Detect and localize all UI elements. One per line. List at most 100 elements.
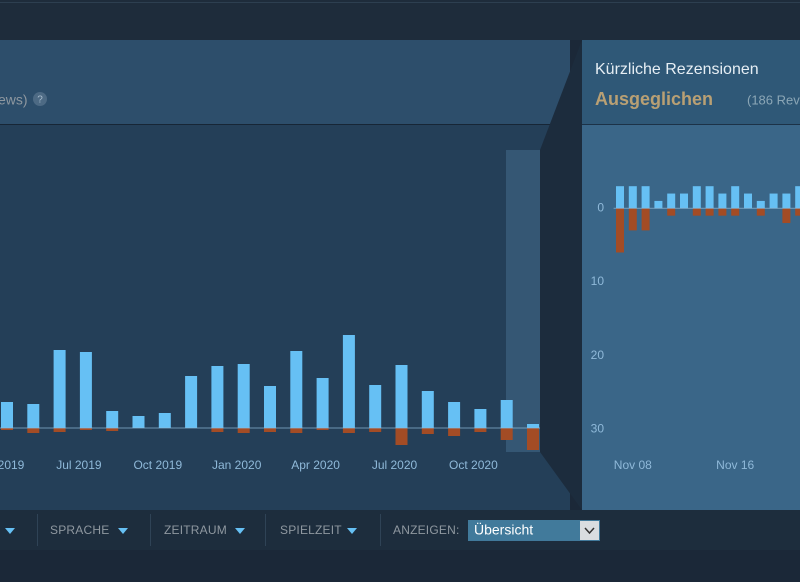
- help-icon-glyph: ?: [37, 95, 43, 106]
- bar: [106, 411, 119, 428]
- bar: [616, 186, 624, 209]
- bar: [527, 424, 539, 428]
- top-strip: [0, 0, 800, 40]
- right-header: [582, 40, 800, 124]
- bar: [132, 416, 145, 428]
- x-tick-label: Jan 2020: [212, 458, 262, 472]
- left-subtitle: ews): [0, 92, 28, 108]
- footer: [0, 550, 800, 582]
- bar: [421, 391, 434, 428]
- bar: [628, 186, 637, 209]
- bar: [500, 428, 513, 440]
- bar: [237, 428, 250, 433]
- bar: [421, 428, 434, 434]
- bar: [237, 364, 250, 428]
- bar: [705, 186, 714, 209]
- filter-label[interactable]: ZEITRAUM: [164, 523, 227, 537]
- bar: [1, 402, 13, 428]
- review-summary: Ausgeglichen: [595, 89, 713, 109]
- bar: [756, 200, 765, 209]
- bar: [474, 409, 487, 428]
- separator: [265, 514, 266, 546]
- bar: [667, 208, 676, 216]
- baseline: [0, 427, 547, 429]
- y-tick-label: 20: [591, 348, 605, 362]
- bar: [211, 428, 224, 432]
- bar: [616, 208, 624, 253]
- y-tick-label: 10: [591, 274, 605, 288]
- bar: [79, 352, 92, 428]
- bar: [53, 428, 66, 432]
- left-plot: [0, 125, 570, 510]
- bar: [185, 376, 198, 428]
- bar: [641, 208, 650, 231]
- bar: [158, 413, 171, 428]
- filter-bar: [0, 510, 800, 550]
- select-button[interactable]: [580, 521, 599, 540]
- x-tick-label: Apr 2019: [0, 458, 25, 472]
- x-tick-label: Nov 16: [716, 458, 754, 472]
- bar: [718, 193, 727, 209]
- x-tick-label: Jul 2019: [56, 458, 102, 472]
- select-chevron: [584, 527, 595, 535]
- bar: [1, 428, 13, 430]
- bar: [369, 428, 382, 432]
- bar: [795, 208, 800, 216]
- bar: [731, 208, 740, 216]
- bar: [744, 193, 752, 209]
- x-tick-label: Oct 2019: [133, 458, 182, 472]
- bar: [316, 378, 329, 428]
- bar: [290, 428, 303, 433]
- dropdown-arrow[interactable]: [118, 528, 128, 534]
- bar: [692, 208, 701, 216]
- bar: [641, 186, 650, 209]
- left-header: [0, 40, 570, 124]
- bar: [705, 208, 714, 216]
- bar: [27, 404, 40, 428]
- filter-label[interactable]: SPRACHE: [50, 523, 109, 537]
- dropdown-arrow[interactable]: [235, 528, 245, 534]
- bar: [795, 186, 800, 209]
- right-title: Kürzliche Rezensionen: [595, 61, 759, 78]
- bar: [342, 428, 355, 433]
- display-value[interactable]: Übersicht: [474, 521, 533, 538]
- display-select[interactable]: [468, 520, 600, 541]
- separator: [150, 514, 151, 546]
- bar: [395, 428, 408, 445]
- bar: [106, 428, 119, 431]
- bar: [448, 428, 461, 436]
- bar: [448, 402, 461, 428]
- dropdown-arrow[interactable]: [5, 528, 15, 534]
- bar: [53, 350, 66, 428]
- bar: [264, 386, 276, 428]
- bar: [756, 208, 765, 216]
- bar: [782, 193, 791, 209]
- bar: [290, 351, 303, 428]
- bar: [500, 400, 513, 428]
- bar: [667, 193, 676, 209]
- right-divider: [582, 124, 800, 125]
- bar: [680, 193, 688, 209]
- y-tick-label: 30: [591, 421, 605, 435]
- bar: [692, 186, 701, 209]
- bar: [27, 428, 40, 433]
- bar: [316, 428, 329, 430]
- y-tick-label: 0: [597, 200, 604, 214]
- top-line: [0, 2, 800, 3]
- bar: [474, 428, 487, 432]
- baseline: [613, 207, 800, 209]
- filter-label[interactable]: SPIELZEIT: [280, 523, 342, 537]
- bar: [527, 428, 539, 450]
- x-tick-label: Nov 08: [614, 458, 652, 472]
- display-label: ANZEIGEN:: [393, 523, 459, 537]
- separator: [380, 514, 381, 546]
- left-divider: [0, 124, 570, 125]
- help-icon[interactable]: [33, 92, 47, 106]
- x-tick-label: Apr 2020: [291, 458, 340, 472]
- bar: [264, 428, 276, 432]
- x-tick-label: Oct 2020: [449, 458, 498, 472]
- dropdown-arrow[interactable]: [347, 528, 357, 534]
- bar: [369, 385, 382, 428]
